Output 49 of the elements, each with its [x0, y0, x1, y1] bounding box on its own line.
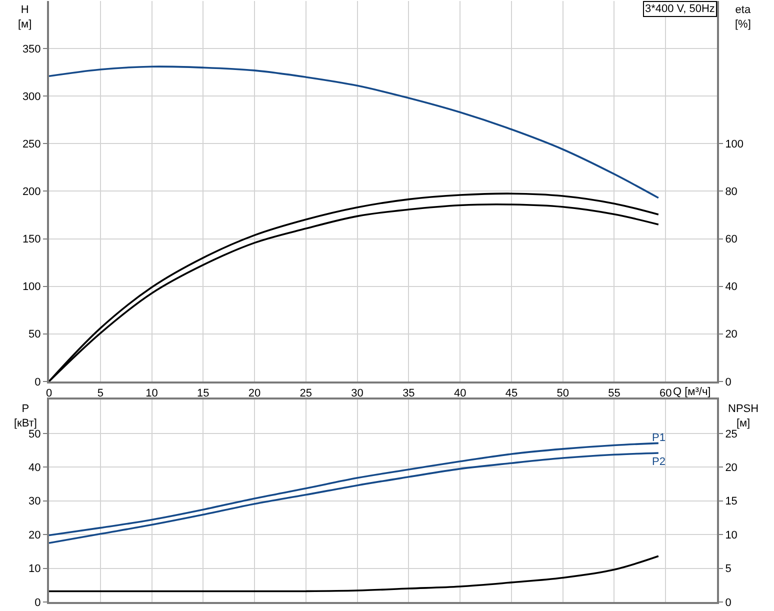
y-tick-label: 300: [22, 90, 41, 103]
y2-tick-label: 5: [725, 563, 732, 576]
y-tick-label: 200: [22, 186, 41, 198]
y-tick-label: 350: [22, 43, 41, 56]
y2-tick-label: 40: [725, 281, 738, 294]
y2-tick-label: 20: [725, 462, 738, 474]
x-tick-label: 40: [454, 388, 466, 400]
y2-axis-title: NPSH [м]: [728, 403, 759, 430]
y-tick-label: 150: [22, 234, 41, 246]
line-series: [49, 555, 660, 592]
y2-tick-label: 80: [725, 186, 738, 198]
line-series: [49, 66, 660, 199]
y2-tick-label: 0: [725, 376, 732, 388]
y2-tick-label: 20: [725, 328, 738, 341]
y2-axis-title: eta [%]: [735, 4, 752, 30]
y2-tick-label: 25: [725, 428, 738, 440]
y2-tick-label: 60: [725, 234, 738, 246]
x-tick-label: 30: [351, 388, 364, 400]
y-axis-title: P [кВт]: [14, 403, 37, 430]
series-label: P1: [652, 432, 666, 444]
y-tick-label: 100: [22, 281, 41, 294]
y-tick-label: 50: [28, 428, 41, 440]
y-tick-label: 250: [22, 138, 41, 151]
y2-tick-label: 15: [725, 496, 738, 508]
x-tick-label: 55: [608, 388, 620, 400]
y-tick-label: 40: [28, 462, 41, 474]
y2-tick-label: 100: [725, 138, 744, 151]
x-tick-label: 5: [97, 388, 104, 400]
series-label: P2: [652, 456, 666, 468]
x-tick-label: 20: [248, 388, 261, 400]
y-tick-label: 0: [34, 596, 41, 609]
x-tick-label: 60: [659, 388, 672, 400]
x-tick-label: 10: [146, 388, 158, 400]
y-tick-label: 0: [34, 376, 41, 388]
x-tick-label: 45: [505, 388, 518, 400]
y-axis-title: H [м]: [18, 4, 32, 30]
annotation: 3*400 V, 50Hz: [645, 3, 715, 15]
y-tick-label: 30: [28, 496, 41, 508]
y-tick-label: 10: [28, 563, 41, 576]
x-tick-label: 15: [197, 388, 210, 400]
y2-tick-label: 10: [725, 529, 738, 542]
y2-tick-label: 0: [725, 596, 732, 609]
x-tick-label: 50: [556, 388, 569, 400]
y-tick-label: 20: [28, 529, 41, 542]
x-tick-label: 35: [402, 388, 415, 400]
x-tick-label: 25: [300, 388, 312, 400]
x-tick-label: 0: [46, 388, 52, 400]
y-tick-label: 50: [28, 328, 41, 341]
x-axis-title: Q [м³/ч]: [673, 386, 711, 398]
